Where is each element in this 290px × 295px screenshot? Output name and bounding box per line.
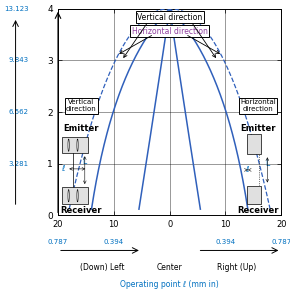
Text: (Down) Left: (Down) Left <box>80 263 125 272</box>
Circle shape <box>77 139 78 151</box>
Text: ℓ: ℓ <box>245 165 249 174</box>
Text: 0.394: 0.394 <box>104 239 124 245</box>
Text: Horizontal
direction: Horizontal direction <box>240 99 276 112</box>
Text: 13.123: 13.123 <box>4 6 29 12</box>
Text: 3.281: 3.281 <box>9 161 29 167</box>
FancyBboxPatch shape <box>247 186 261 204</box>
Circle shape <box>77 190 78 202</box>
Text: 6.562: 6.562 <box>9 109 29 115</box>
Text: Receiver: Receiver <box>237 206 279 215</box>
Text: Horizontal direction: Horizontal direction <box>132 27 208 36</box>
Circle shape <box>68 190 69 202</box>
FancyBboxPatch shape <box>62 188 88 204</box>
Text: Center: Center <box>157 263 182 272</box>
Text: L: L <box>265 159 269 168</box>
Text: 0.787: 0.787 <box>48 239 68 245</box>
Text: Vertical direction: Vertical direction <box>137 13 202 22</box>
Text: Operating point ℓ (mm in): Operating point ℓ (mm in) <box>120 280 219 289</box>
Text: L: L <box>83 157 87 166</box>
Text: 0.787: 0.787 <box>271 239 290 245</box>
Circle shape <box>68 139 69 151</box>
Text: 9.843: 9.843 <box>9 58 29 63</box>
Text: Emitter: Emitter <box>64 124 99 133</box>
Text: ℓ: ℓ <box>61 164 64 173</box>
FancyBboxPatch shape <box>247 134 261 155</box>
Text: Emitter: Emitter <box>240 124 276 133</box>
Text: Vertical
direction: Vertical direction <box>66 99 97 112</box>
FancyBboxPatch shape <box>62 137 88 153</box>
Text: Receiver: Receiver <box>61 206 102 215</box>
Text: 0.394: 0.394 <box>215 239 235 245</box>
Text: Right (Up): Right (Up) <box>217 263 256 272</box>
